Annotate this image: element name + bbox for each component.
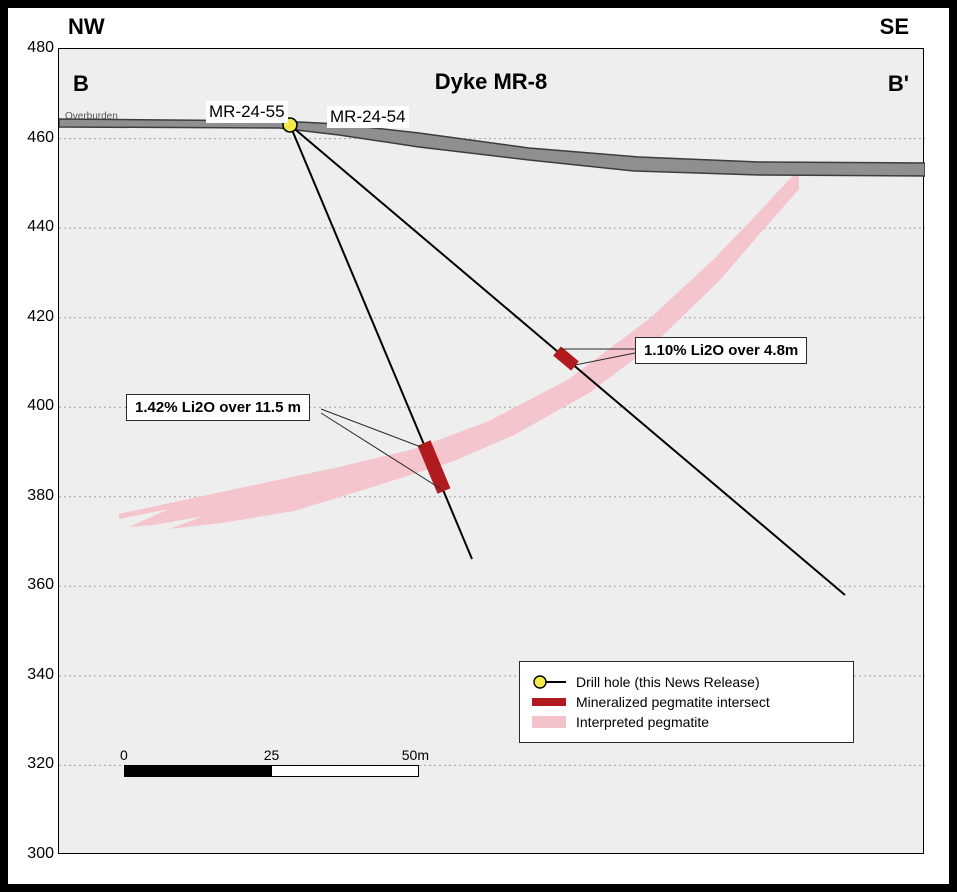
callout-right: 1.10% Li2O over 4.8m xyxy=(635,337,807,364)
ytick-320: 320 xyxy=(18,755,54,773)
direction-se: SE xyxy=(880,14,909,40)
legend-drill-icon xyxy=(532,674,568,690)
ytick-380: 380 xyxy=(18,487,54,505)
legend-pegmatite-text: Interpreted pegmatite xyxy=(576,714,709,730)
ytick-420: 420 xyxy=(18,308,54,326)
ytick-340: 340 xyxy=(18,666,54,684)
hole-label-54: MR-24-54 xyxy=(327,106,409,128)
legend-box: Drill hole (this News Release) Mineraliz… xyxy=(519,661,854,743)
ytick-300: 300 xyxy=(18,845,54,863)
overburden-layer xyxy=(59,119,925,176)
ytick-480: 480 xyxy=(18,39,54,57)
scalebar-50: 50m xyxy=(402,747,429,763)
hole-label-55: MR-24-55 xyxy=(206,101,288,123)
scalebar-seg-black xyxy=(125,766,272,776)
scalebar-25: 25 xyxy=(264,747,280,763)
legend-intersect-icon xyxy=(532,694,568,710)
legend-intersect: Mineralized pegmatite intersect xyxy=(532,694,841,710)
ytick-400: 400 xyxy=(18,397,54,415)
plot-area: B B' Dyke MR-8 xyxy=(58,48,924,854)
ytick-460: 460 xyxy=(18,129,54,147)
overburden-label: Overburden xyxy=(65,111,118,122)
ytick-360: 360 xyxy=(18,576,54,594)
scalebar: 0 25 50m xyxy=(124,747,419,777)
legend-drill-text: Drill hole (this News Release) xyxy=(576,674,760,690)
direction-nw: NW xyxy=(68,14,105,40)
legend-drill: Drill hole (this News Release) xyxy=(532,674,841,690)
legend-intersect-text: Mineralized pegmatite intersect xyxy=(576,694,770,710)
scalebar-seg-white xyxy=(272,766,419,776)
intersect-right xyxy=(557,351,575,366)
legend-pegmatite: Interpreted pegmatite xyxy=(532,714,841,730)
scalebar-0: 0 xyxy=(120,747,128,763)
ytick-440: 440 xyxy=(18,218,54,236)
legend-pegmatite-icon xyxy=(532,714,568,730)
cross-section-figure: NW SE 480 460 440 420 400 380 360 340 32… xyxy=(0,0,957,892)
callout-left: 1.42% Li2O over 11.5 m xyxy=(126,394,310,421)
